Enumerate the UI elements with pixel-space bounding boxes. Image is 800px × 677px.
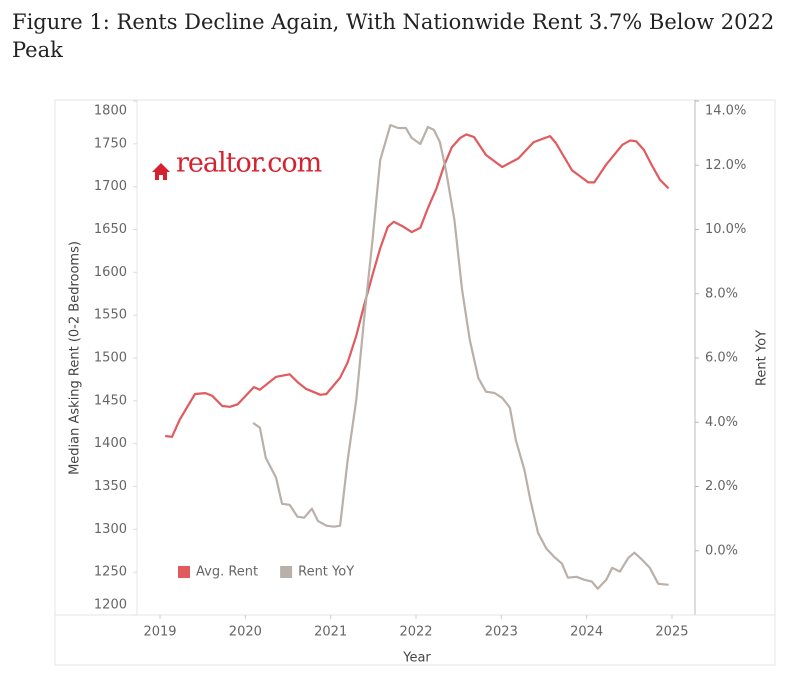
x-tick-label: 2025 [655, 625, 688, 640]
x-tick-label: 2019 [143, 625, 176, 640]
y-tick-label: 1550 [94, 308, 127, 323]
x-tick-label: 2021 [314, 625, 347, 640]
y2-tick-label: 0.0% [705, 543, 738, 558]
legend-label: Avg. Rent [196, 565, 258, 580]
y-tick-label: 1200 [94, 598, 127, 613]
y2-tick-label: 2.0% [705, 479, 738, 494]
series-line [252, 124, 669, 590]
legend-label: Rent YoY [298, 565, 354, 580]
y-tick-label: 1700 [94, 179, 127, 194]
y-tick-label: 1500 [94, 351, 127, 366]
y-tick-label: 1250 [94, 565, 127, 580]
y-tick-label: 1650 [94, 222, 127, 237]
legend-swatch [178, 566, 190, 578]
y2-tick-label: 14.0% [705, 104, 746, 119]
y2-tick-label: 6.0% [705, 351, 738, 366]
y-tick-label: 1750 [94, 136, 127, 151]
x-axis-title: Year [402, 651, 431, 666]
x-tick-label: 2020 [229, 625, 262, 640]
x-tick-label: 2024 [570, 625, 603, 640]
x-tick-label: 2022 [399, 625, 432, 640]
legend-swatch [280, 566, 293, 578]
y-tick-label: 1800 [94, 104, 127, 119]
y2-tick-label: 4.0% [705, 415, 738, 430]
y-tick-label: 1600 [94, 265, 127, 280]
y-tick-label: 1300 [94, 522, 127, 537]
y2-axis-title: Rent YoY [755, 330, 770, 386]
logo-icon [152, 163, 170, 180]
chart-frame [54, 99, 776, 666]
y2-tick-label: 8.0% [705, 286, 738, 301]
y-axis-title: Median Asking Rent (0-2 Bedrooms) [68, 241, 83, 475]
y-tick-label: 1450 [94, 393, 127, 408]
y-tick-label: 1400 [94, 436, 127, 451]
series-line [165, 133, 670, 438]
x-tick-label: 2023 [485, 625, 518, 640]
y2-tick-label: 12.0% [705, 158, 746, 173]
y2-tick-label: 10.0% [705, 222, 746, 237]
y-tick-label: 1350 [94, 479, 127, 494]
chart-title: Figure 1: Rents Decline Again, With Nati… [12, 10, 775, 62]
logo: realtor.com [176, 148, 322, 179]
